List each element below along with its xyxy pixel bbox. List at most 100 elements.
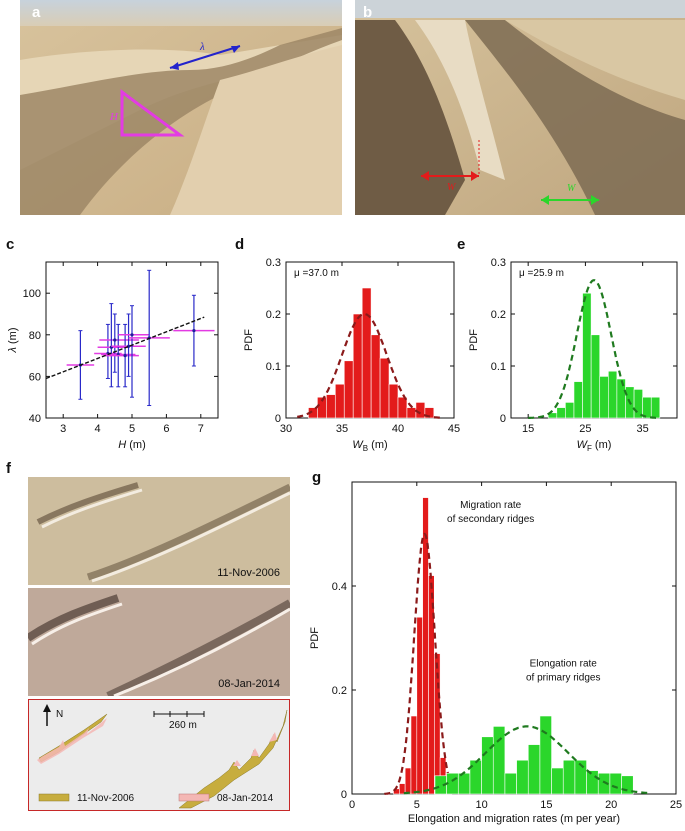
- photo-a-drawing: [20, 0, 342, 215]
- series-1-bar-2: [457, 772, 471, 795]
- mean-annotation: μ =25.9 m: [519, 268, 564, 279]
- series-1-bar-15: [609, 772, 622, 795]
- chart-e: 15 25 35 0 0.1 0.2 0.3 WF (m) PDF μ =25.9 m: [468, 257, 678, 453]
- wf-bar-3: [573, 381, 583, 419]
- photo-a: a λ H: [20, 0, 342, 215]
- series-1-bar-11: [562, 759, 576, 795]
- series-1-bar-10: [551, 767, 564, 795]
- fit-curve-1: [403, 725, 651, 795]
- y-axis-label: λ (m): [7, 328, 19, 354]
- fit-line: [45, 316, 205, 380]
- y-tick-label-1: 0.1: [266, 361, 281, 373]
- fit-curve: [297, 312, 443, 419]
- wb-label: W: [447, 182, 457, 193]
- y-axis-label: PDF: [309, 627, 321, 649]
- x-tick-label-3: 15: [540, 799, 552, 811]
- y-tick-label-0: 0: [341, 789, 347, 801]
- x-axis-label: Elongation and migration rates (m per ye…: [408, 813, 620, 825]
- fit-curve: [528, 279, 660, 419]
- x-tick-label-2: 35: [637, 423, 649, 435]
- x-tick-label-5: 25: [670, 799, 682, 811]
- x-tick-label-1: 5: [414, 799, 420, 811]
- x-tick-label-1: 35: [336, 423, 348, 435]
- data-point-5: [123, 354, 127, 358]
- y-tick-label-1: 0.1: [491, 361, 506, 373]
- x-axis-label: WF (m): [577, 439, 612, 453]
- y-tick-label-3: 0.3: [266, 257, 281, 269]
- wf-bar-12: [650, 396, 661, 419]
- series-0-bar-3: [410, 715, 418, 795]
- series-0-bar-5: [422, 497, 429, 795]
- y-axis-label: PDF: [468, 329, 480, 351]
- wf-label: W: [567, 183, 577, 194]
- date-label-bottom: 08-Jan-2014: [218, 678, 280, 690]
- x-tick-label-1: 25: [579, 423, 591, 435]
- mean-annotation: μ =37.0 m: [294, 268, 339, 279]
- legend-swatch-2014: [178, 793, 210, 802]
- ridge-map-drawing: N 260 m 11-Nov-2006 08-Jan-2014: [37, 704, 288, 809]
- x-tick-label-0: 15: [522, 423, 534, 435]
- series-0-bar-2: [404, 767, 412, 795]
- x-tick-label-0: 30: [280, 423, 292, 435]
- y-tick-label-2: 80: [29, 330, 41, 342]
- data-point-2: [113, 338, 117, 342]
- series-0-bar-4: [416, 616, 423, 795]
- x-axis-label: WB (m): [352, 439, 387, 453]
- y-tick-label-2: 0.2: [266, 309, 281, 321]
- wb-bar-12: [415, 402, 426, 419]
- series-1-bar-9: [539, 715, 552, 795]
- x-tick-label-3: 6: [163, 423, 169, 435]
- series-1-bar-16: [621, 775, 634, 795]
- series-label-1-line-1: of primary ridges: [526, 673, 600, 684]
- x-tick-label-3: 45: [448, 423, 460, 435]
- panel-label-b: b: [363, 4, 373, 21]
- x-tick-label-4: 20: [605, 799, 617, 811]
- photo-f-middle: 08-Jan-2014: [28, 588, 290, 696]
- legend-label-2006: 11-Nov-2006: [77, 793, 135, 804]
- x-tick-label-2: 5: [129, 423, 135, 435]
- photo-a-labels: λ H: [109, 41, 205, 123]
- series-1-bar-6: [504, 772, 517, 795]
- y-tick-label-0: 40: [29, 413, 41, 425]
- date-label-top: 11-Nov-2006: [217, 567, 280, 579]
- y-tick-label-3: 0.3: [491, 257, 506, 269]
- panel-label-a: a: [32, 4, 41, 21]
- wb-bar-13: [424, 407, 435, 419]
- wb-bar-5: [352, 313, 363, 419]
- photo-b-drawing: W W: [355, 0, 685, 215]
- wb-bar-4: [343, 360, 354, 419]
- legend-label-2014: 08-Jan-2014: [217, 793, 274, 804]
- data-point-9: [192, 329, 196, 333]
- x-tick-label-2: 10: [475, 799, 487, 811]
- series-label-0-line-1: of secondary ridges: [447, 514, 534, 525]
- wb-bar-7: [370, 334, 381, 419]
- wb-bar-8: [379, 357, 390, 419]
- wb-bar-11: [406, 407, 417, 419]
- series-1-bar-13: [586, 770, 599, 795]
- legend-swatch-2006: [38, 793, 70, 802]
- data-point-7: [130, 333, 134, 337]
- panel-label-e: e: [457, 236, 466, 253]
- x-axis-label: H (m): [118, 439, 146, 451]
- lambda-arrow: [169, 45, 241, 69]
- series-1-bar-5: [492, 726, 506, 795]
- wf-bar-6: [599, 376, 609, 419]
- panel-label-f: f: [6, 460, 11, 477]
- wb-bar-9: [388, 383, 399, 419]
- x-tick-label-0: 3: [60, 423, 66, 435]
- chart-g: 0 5 10 15 20 25 0 0.2 0.4 Elongation and migratio…: [309, 481, 682, 825]
- h-label: H: [109, 111, 119, 123]
- photo-f-top-drawing: [28, 477, 290, 585]
- north-label: N: [56, 709, 63, 720]
- wf-bar-4: [582, 292, 592, 419]
- x-tick-label-1: 4: [95, 423, 101, 435]
- scale-label: 260 m: [169, 720, 197, 731]
- wf-bar-1: [556, 407, 566, 419]
- wb-bar-6: [361, 287, 372, 419]
- wf-bar-8: [616, 378, 626, 419]
- plot-frame: [351, 481, 677, 795]
- photo-f-top: 11-Nov-2006: [28, 477, 290, 585]
- series-label-0-line-0: Migration rate: [460, 500, 522, 511]
- y-tick-label-1: 60: [29, 371, 41, 383]
- x-tick-label-4: 7: [198, 423, 204, 435]
